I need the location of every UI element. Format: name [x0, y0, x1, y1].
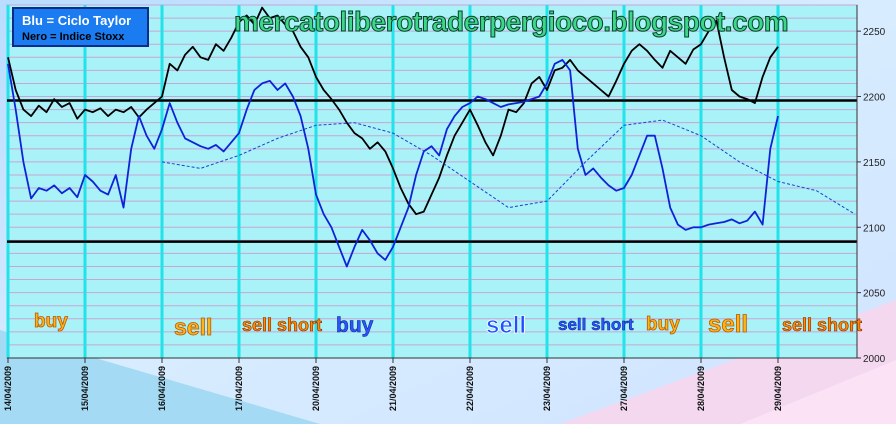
- reference-lines: [7, 99, 857, 243]
- plot-area: [6, 4, 858, 359]
- series-line: [161, 119, 856, 215]
- signal-label: buy: [646, 314, 681, 336]
- signal-label: sell short: [782, 315, 863, 336]
- x-tick-label: 14/04/2009: [3, 366, 13, 411]
- signal-label: buy: [336, 314, 374, 338]
- x-tick-label: 22/04/2009: [465, 366, 475, 411]
- watermark-text: mercatoliberotraderpergioco.blogspot.com: [233, 6, 789, 38]
- legend-black-label: Nero = Indice Stoxx: [22, 31, 125, 43]
- signal-label: sell: [486, 312, 527, 340]
- signal-label: sell short: [242, 315, 323, 336]
- vertical-gridlines: [6, 5, 780, 358]
- series-lines: [7, 6, 856, 268]
- x-tick-label: 28/04/2009: [696, 366, 706, 411]
- series-line: [7, 59, 779, 268]
- y-tick-label: 2150: [863, 158, 886, 169]
- x-tick-label: 29/04/2009: [773, 366, 783, 411]
- signal-label: buy: [34, 311, 69, 333]
- x-tick-label: 20/04/2009: [311, 366, 321, 411]
- x-axis: 14/04/2009 15/04/2009 16/04/2009 17/04/2009…: [3, 357, 857, 411]
- x-tick-label: 16/04/2009: [157, 366, 167, 411]
- y-axis: 2000 2050 2100 2150 2200 2250: [856, 5, 886, 365]
- x-tick-label: 23/04/2009: [542, 366, 552, 411]
- legend: Blu = Ciclo Taylor Nero = Indice Stoxx: [12, 7, 149, 47]
- horizontal-gridlines: [7, 4, 857, 359]
- signal-label: sell: [708, 311, 749, 339]
- y-tick-label: 2050: [863, 289, 886, 300]
- legend-blue-label: Blu = Ciclo Taylor: [22, 13, 132, 28]
- series-line: [7, 6, 779, 216]
- signal-label: sell: [174, 314, 213, 341]
- x-tick-label: 27/04/2009: [619, 366, 629, 411]
- x-tick-label: 21/04/2009: [388, 366, 398, 411]
- y-tick-label: 2000: [863, 354, 886, 365]
- x-tick-label: 17/04/2009: [234, 366, 244, 411]
- y-tick-label: 2250: [863, 27, 886, 38]
- signal-label: sell short: [558, 315, 634, 335]
- x-tick-label: 15/04/2009: [80, 366, 90, 411]
- y-tick-label: 2200: [863, 93, 886, 104]
- y-tick-label: 2100: [863, 223, 886, 234]
